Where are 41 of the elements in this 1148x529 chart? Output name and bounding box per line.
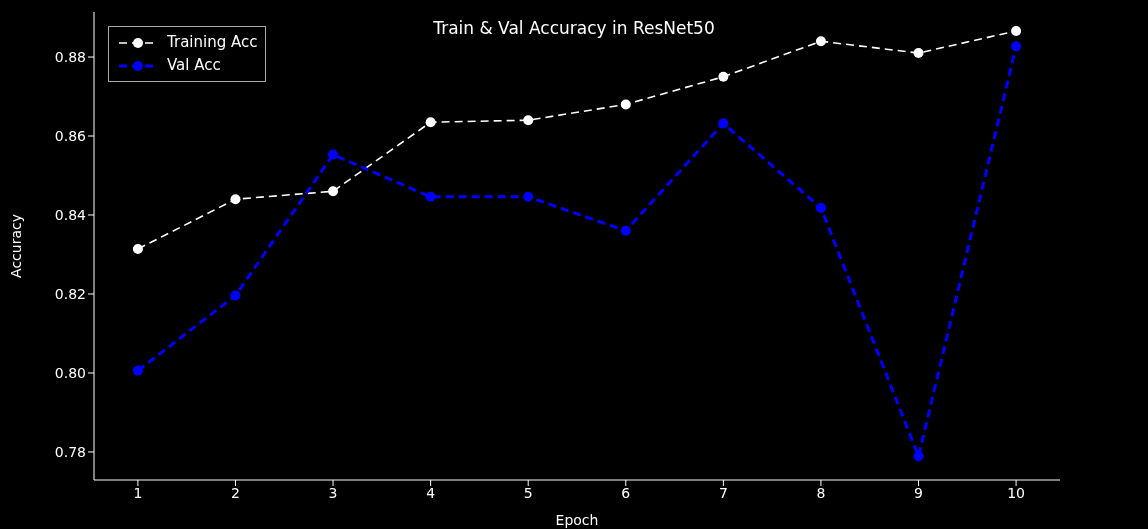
x-tick-label: 5 <box>523 484 533 501</box>
x-tick-label: 9 <box>914 484 923 501</box>
chart-title: Train & Val Accuracy in ResNet50 <box>433 18 715 38</box>
point <box>1011 41 1022 52</box>
y-tick-label: 0.84 <box>54 206 87 223</box>
x-tick-label: 7 <box>718 484 728 501</box>
y-tick-label: 0.78 <box>54 443 86 460</box>
point <box>132 365 143 376</box>
legend-label: Val Acc <box>167 55 221 76</box>
point <box>718 71 729 82</box>
point <box>620 99 631 110</box>
x-tick-label: 10 <box>1007 484 1026 501</box>
point <box>913 48 924 59</box>
point <box>425 117 436 128</box>
point <box>1011 25 1022 36</box>
point <box>230 194 241 205</box>
point <box>718 118 729 129</box>
point <box>815 202 826 213</box>
x-tick-label: 3 <box>328 484 338 501</box>
x-tick-label: 4 <box>426 484 436 501</box>
point <box>328 149 339 160</box>
y-tick-label: 0.86 <box>54 127 87 144</box>
point <box>620 225 631 236</box>
point <box>523 191 534 202</box>
x-tick-label: 1 <box>133 484 143 501</box>
point <box>328 186 339 197</box>
point <box>913 451 924 462</box>
x-tick-label: 8 <box>816 484 826 501</box>
legend-label: Training Acc <box>167 32 258 53</box>
y-tick-label: 0.88 <box>54 48 86 65</box>
y-tick-label: 0.80 <box>54 364 86 381</box>
point <box>815 36 826 47</box>
point <box>230 290 241 301</box>
point <box>132 243 143 254</box>
point <box>425 191 436 202</box>
y-tick-label: 0.82 <box>54 285 86 302</box>
x-tick-label: 2 <box>231 484 240 501</box>
x-axis-title: Epoch <box>555 512 599 528</box>
point <box>523 115 534 126</box>
y-axis-title: Accuracy <box>7 214 24 278</box>
x-tick-label: 6 <box>621 484 631 501</box>
